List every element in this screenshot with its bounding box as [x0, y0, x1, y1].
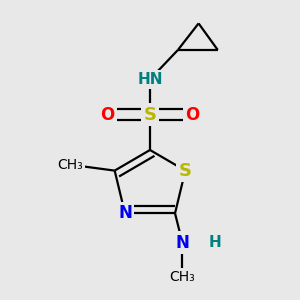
- Text: H: H: [208, 235, 221, 250]
- Text: O: O: [186, 106, 200, 124]
- Text: S: S: [143, 106, 157, 124]
- Text: S: S: [179, 162, 192, 180]
- Text: CH₃: CH₃: [169, 270, 195, 283]
- Text: O: O: [100, 106, 114, 124]
- Text: N: N: [176, 234, 189, 252]
- Text: HN: HN: [137, 72, 163, 87]
- Text: CH₃: CH₃: [58, 158, 83, 172]
- Text: N: N: [118, 204, 132, 222]
